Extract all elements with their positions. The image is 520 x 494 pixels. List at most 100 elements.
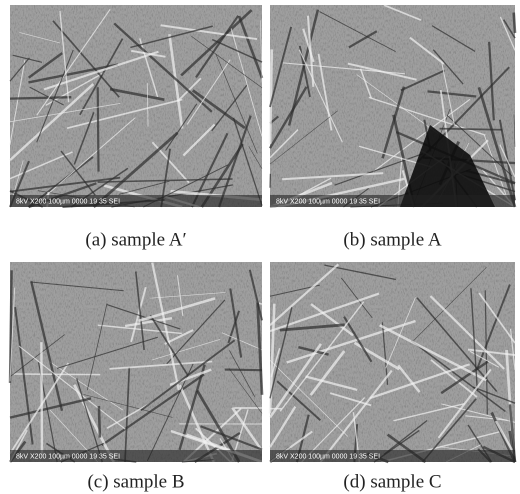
fiber — [372, 98, 471, 173]
fiber — [28, 63, 119, 84]
fiber — [268, 86, 308, 149]
fiber — [279, 323, 345, 332]
fiber — [166, 299, 226, 365]
sem-info: 8kV X200 100µm 0000 19 35 SEI — [276, 199, 380, 206]
fiber — [113, 22, 213, 113]
fiber — [66, 98, 183, 130]
fiber — [149, 314, 189, 376]
fiber — [13, 373, 101, 376]
fiber — [9, 102, 121, 123]
fiber — [269, 110, 338, 165]
fiber — [465, 415, 508, 421]
sem-panel: 8kV X200 100µm 0000 19 35 SEI (c) sample … — [8, 262, 264, 492]
fiber — [96, 87, 100, 172]
sem-info: 8kV X200 100µm 0000 19 35 SEI — [16, 454, 120, 461]
fiber — [19, 32, 60, 44]
fiber — [76, 378, 103, 463]
sem-panel: 8kV X200 100µm 0000 19 35 SEI (a) sample … — [9, 5, 264, 250]
fiber — [286, 319, 416, 364]
fiber — [228, 368, 263, 414]
fiber — [385, 297, 416, 369]
fiber — [369, 363, 471, 400]
fiber — [109, 87, 165, 102]
fiber — [195, 15, 240, 78]
fiber — [9, 151, 73, 180]
fiber — [397, 364, 421, 393]
fiber — [400, 69, 445, 92]
fiber — [467, 348, 516, 356]
fiber — [440, 360, 489, 395]
fiber — [140, 339, 236, 412]
fiber — [279, 301, 365, 412]
fiber — [470, 288, 479, 391]
fiber — [8, 270, 13, 383]
fiber — [30, 281, 64, 412]
fiber — [150, 292, 226, 299]
fiber — [232, 117, 263, 206]
fiber — [494, 420, 517, 457]
fiber — [309, 350, 346, 396]
fiber — [130, 25, 213, 49]
fiber — [211, 84, 248, 132]
fiber — [230, 28, 263, 137]
fiber — [83, 394, 173, 418]
fiber — [381, 86, 406, 159]
fiber — [160, 24, 258, 41]
fiber — [260, 20, 263, 83]
fiber — [45, 72, 105, 106]
fiber — [248, 146, 263, 169]
fiber — [431, 25, 476, 52]
fiber — [383, 420, 428, 455]
sem-info: 8kV X200 100µm 0000 19 35 SEI — [16, 199, 120, 206]
fiber — [229, 350, 256, 397]
fiber — [12, 54, 43, 63]
fiber — [124, 367, 131, 463]
fiber — [269, 26, 293, 108]
fiber — [40, 342, 44, 456]
fiber — [101, 373, 205, 447]
fiber — [59, 10, 70, 103]
fiber — [502, 19, 516, 39]
panel-caption: (c) sample B — [87, 471, 184, 492]
fiber — [237, 15, 264, 79]
fiber — [9, 96, 72, 100]
fiber — [409, 36, 445, 65]
fiber — [429, 295, 505, 370]
fiber — [43, 50, 159, 91]
fiber — [439, 127, 503, 131]
fiber — [269, 129, 299, 159]
fiber — [477, 87, 517, 208]
fibers — [268, 263, 517, 464]
sem-image-texture — [10, 262, 262, 462]
fiber — [499, 144, 516, 178]
fiber — [182, 123, 216, 157]
fiber — [319, 369, 393, 463]
fiber — [191, 89, 246, 130]
fiber — [432, 49, 464, 85]
fiber — [109, 360, 213, 370]
info-bar — [270, 450, 515, 462]
fiber — [268, 49, 274, 145]
fiber — [475, 284, 511, 371]
sem-info: 8kV X200 100µm 0000 19 35 SEI — [276, 454, 380, 461]
fiber — [48, 361, 124, 411]
fiber — [9, 57, 30, 82]
fiber — [34, 117, 136, 207]
fiber — [472, 386, 516, 404]
fiber — [218, 115, 252, 208]
fiber — [146, 83, 149, 127]
fiber — [56, 336, 158, 369]
fiber — [28, 52, 63, 79]
fiber — [305, 375, 358, 392]
fiber — [348, 30, 378, 49]
fiber — [229, 288, 243, 358]
panel-caption: (a) sample A′ — [85, 229, 186, 250]
fiber — [302, 28, 315, 63]
fiber — [227, 310, 240, 344]
fiber — [186, 59, 231, 125]
sem-panel: 8kV X200 100µm 0000 19 35 SEI (b) sample … — [268, 4, 517, 250]
fiber — [73, 384, 115, 463]
fiber — [499, 16, 516, 51]
fiber — [282, 172, 384, 181]
